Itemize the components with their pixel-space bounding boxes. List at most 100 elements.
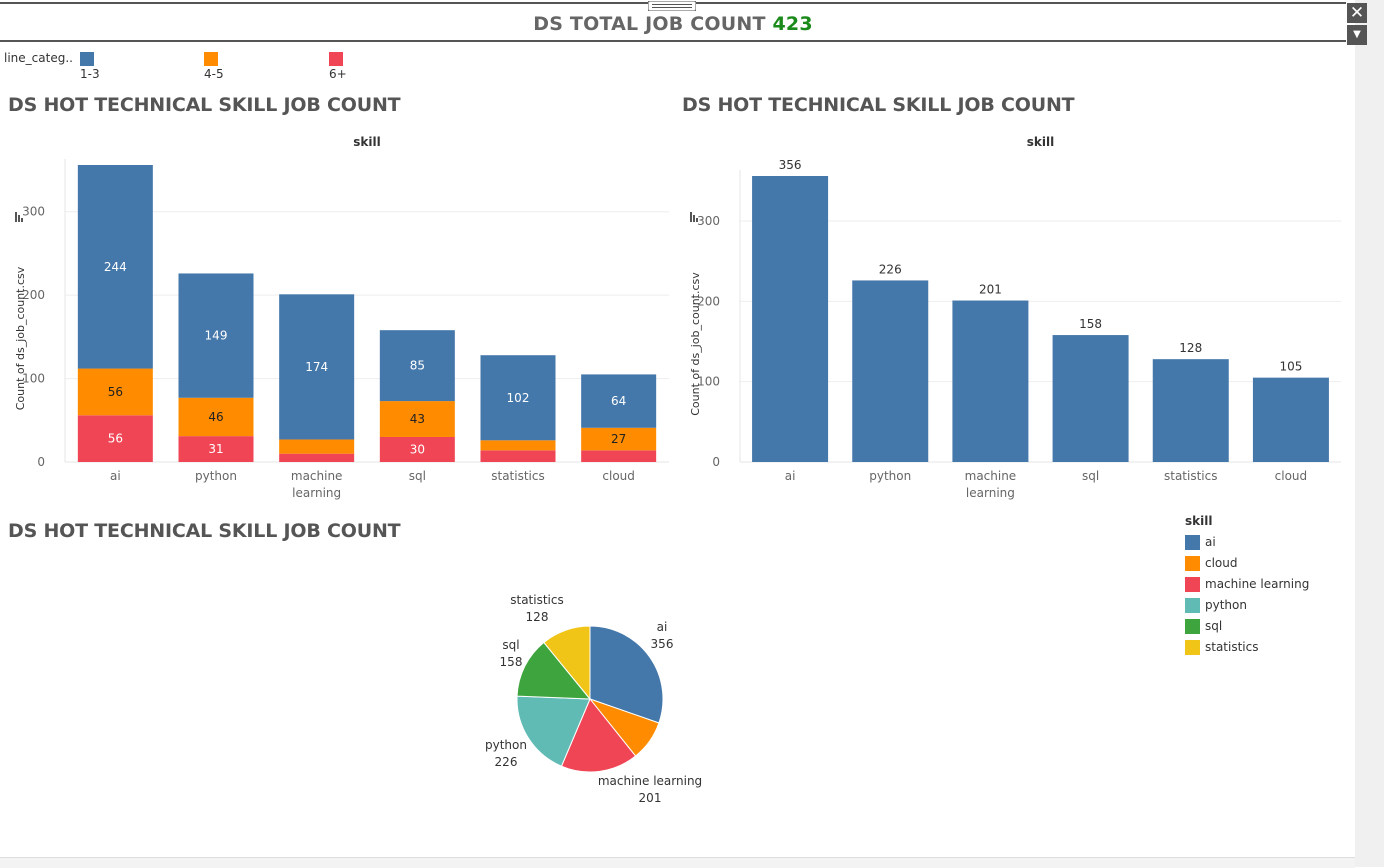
pie-label-name: statistics [510,593,564,607]
title-text: DS TOTAL JOB COUNT [533,13,766,35]
legend-item-python[interactable]: python [1185,597,1309,618]
legend-item-machine-learning[interactable]: machine learning [1185,576,1309,597]
y-tick-label: 0 [37,455,45,469]
pie-label-name: python [485,738,527,752]
bar-segment [480,450,556,462]
y-tick-label: 100 [22,372,45,386]
bar [952,300,1029,462]
y-tick-label: 200 [697,294,720,308]
sort-icon-bar [15,212,17,222]
x-tick-label: statistics [491,469,545,483]
bottom-strip [0,857,1355,868]
bar-segment [279,439,355,454]
pie-label-value: 201 [639,791,662,805]
pie-chart-title: DS HOT TECHNICAL SKILL JOB COUNT [8,520,401,542]
legend-item-statistics[interactable]: statistics [1185,639,1309,660]
bar-value-label: 201 [979,283,1002,297]
y-tick-label: 300 [22,205,45,219]
y-tick-label: 300 [697,214,720,228]
legend-item-ai[interactable]: ai [1185,534,1309,555]
y-tick-label: 100 [697,375,720,389]
close-icon[interactable]: ✕ [1347,3,1367,23]
x-tick-label: sql [409,469,426,483]
bar-segment [581,427,657,451]
bar-segment [279,453,355,462]
bar-segment-label: 56 [108,385,123,399]
bar-value-label: 128 [1179,341,1202,355]
legend-swatch [1185,619,1200,634]
legend-item-1-3[interactable]: 1-3 [80,50,100,81]
bar-segment [480,440,556,451]
bar-segment-label: 27 [611,432,626,446]
pie-label-name: machine learning [598,774,702,788]
chevron-down-icon[interactable]: ▼ [1347,25,1367,45]
legend-item-cloud[interactable]: cloud [1185,555,1309,576]
legend-label: machine learning [1205,577,1310,591]
bar-segment-label: 43 [410,412,425,426]
bar-segment [379,436,455,462]
legend-label: sql [1205,619,1223,633]
pie-label-value: 226 [495,755,518,769]
x-tick-label: cloud [602,469,635,483]
sort-icon-bar [690,212,692,222]
y-axis-title: Count of ds_job_count.csv [689,272,702,416]
legend-field-label: line_categ.. [4,51,73,65]
legend-item-4-5[interactable]: 4-5 [204,50,224,81]
legend-label: 1-3 [80,67,100,81]
x-tick-label: python [869,469,911,483]
bar [1152,359,1229,462]
bar-segment-label: 30 [410,442,425,456]
legend-swatch [80,51,94,66]
drag-handle-icon[interactable] [648,1,696,11]
x-tick-label: ai [110,469,121,483]
legend-label: statistics [1205,640,1259,654]
vertical-scrollbar[interactable] [1355,0,1384,867]
x-tick-label: machine [965,469,1017,483]
total-job-count: 423 [772,13,813,35]
x-tick-label: learning [292,486,341,500]
stacked-chart-title: DS HOT TECHNICAL SKILL JOB COUNT [8,94,401,116]
legend-swatch [1185,535,1200,550]
y-tick-label: 200 [22,288,45,302]
bar-segment-label: 149 [205,329,228,343]
legend-label: cloud [1205,556,1238,570]
dashboard-title: DS TOTAL JOB COUNT 423 [0,13,1346,35]
bar-value-label: 105 [1279,360,1302,374]
pie-label-value: 128 [526,610,549,624]
bar [1252,377,1329,462]
legend-swatch [1185,556,1200,571]
legend-item-6-plus[interactable]: 6+ [329,50,349,81]
sort-icon [690,212,698,222]
y-axis-title: Count of ds_job_count.csv [14,266,27,410]
bar-segment-label: 102 [507,391,530,405]
bar-segment [379,330,455,402]
bar-value-label: 356 [779,158,802,172]
legend-item-sql[interactable]: sql [1185,618,1309,639]
legend-swatch [1185,640,1200,655]
bar [752,176,829,462]
bar-segment [379,401,455,437]
bar-segment [581,374,657,428]
sort-icon-bar [18,215,20,222]
bar-segment-label: 64 [611,394,626,408]
legend-swatch [1185,577,1200,592]
x-tick-label: python [195,469,237,483]
bar-segment [581,450,657,462]
pie-slice [589,625,664,724]
legend-swatch [329,51,343,66]
bar-segment-label: 31 [208,442,223,456]
pie-label-name: sql [502,638,519,652]
skill-bar-chart: skill 0 100 200 300 Count of ds_job_count.csv… [689,135,1341,500]
pie-slice [516,695,591,767]
bar-segment [178,273,254,398]
x-tick-label: sql [1082,469,1099,483]
pie-label-value: 158 [500,655,523,669]
bar-segment-label: 174 [305,360,328,374]
bar-segment-label: 85 [410,359,425,373]
sort-icon-bar [693,215,695,222]
pie-label-name: ai [657,620,668,634]
legend-label: python [1205,598,1247,612]
x-tick-label: cloud [1275,469,1308,483]
skill-pie-chart: ai 356 machine learning 201 python 226 sql 158 s… [485,593,702,805]
legend-swatch [1185,598,1200,613]
